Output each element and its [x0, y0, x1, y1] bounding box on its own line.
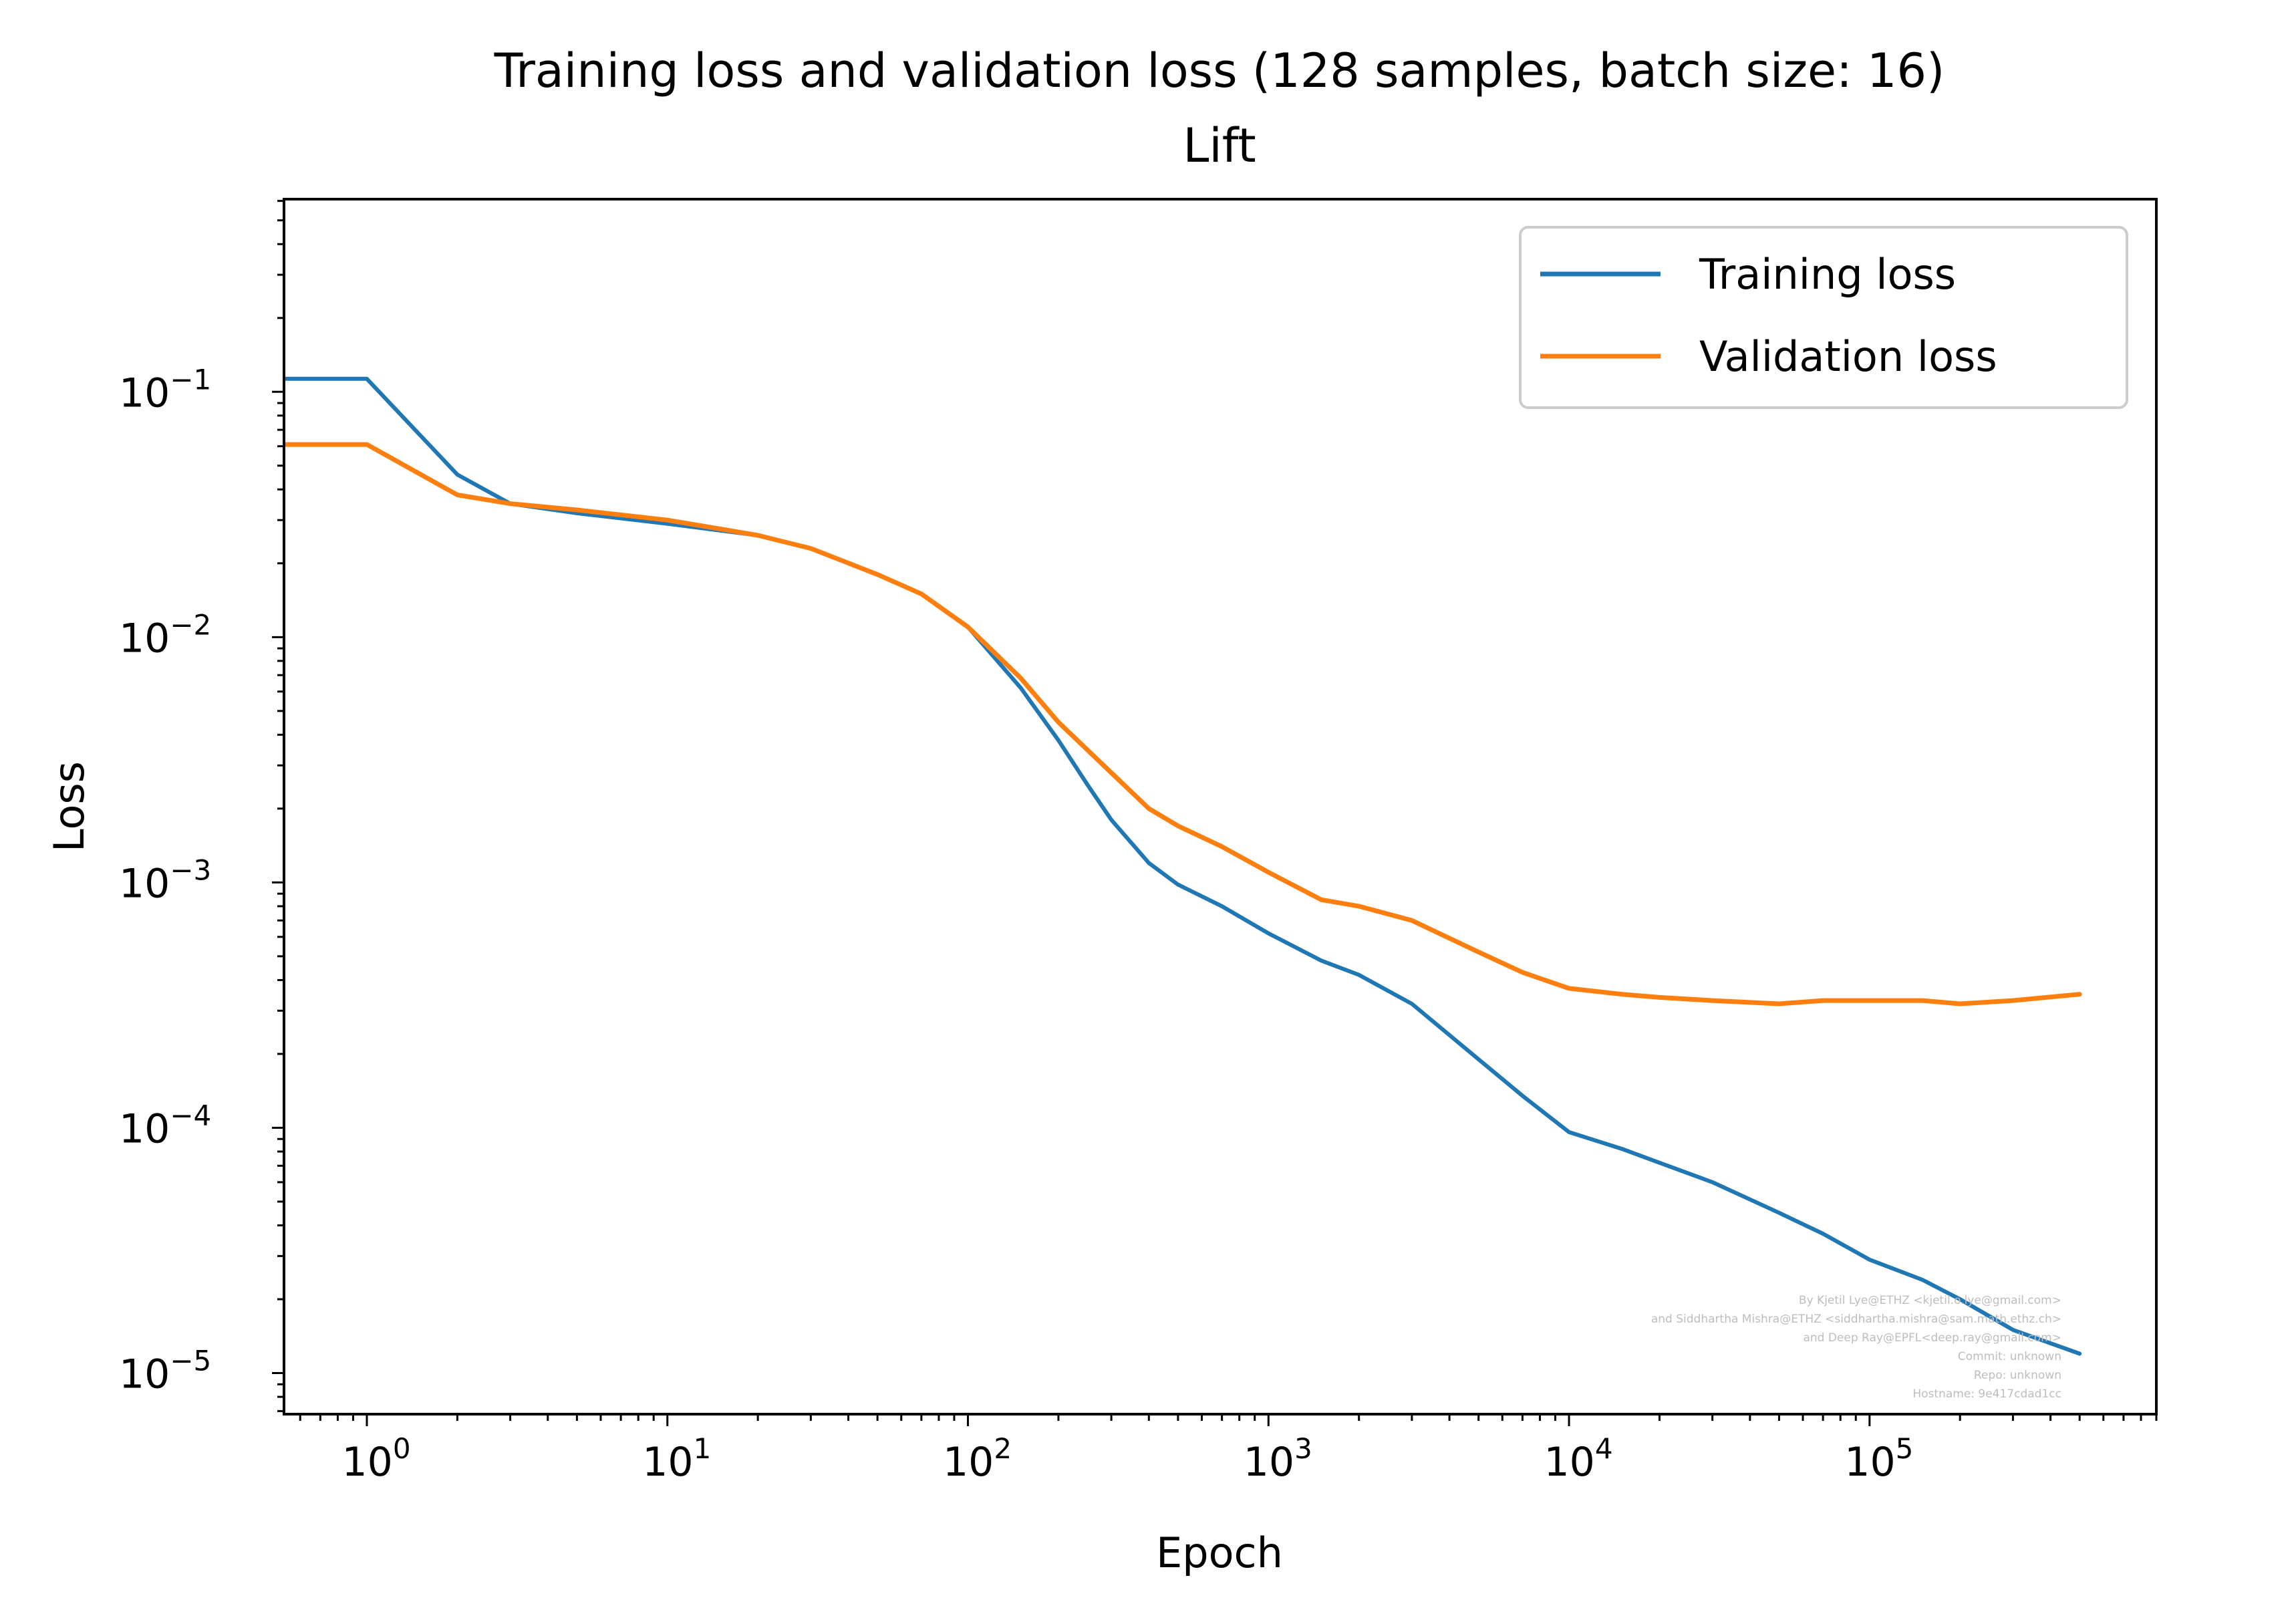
plot-area: By Kjetil Lye@ETHZ <kjetil.o.lye@gmail.c…	[119, 198, 2158, 1486]
plot-frame	[283, 198, 2158, 1415]
chart-subtitle: Lift	[1183, 118, 1256, 173]
footer-line: By Kjetil Lye@ETHZ <kjetil.o.lye@gmail.c…	[1799, 1294, 2061, 1307]
x-tick-label: 100	[341, 1432, 410, 1486]
x-tick-label: 105	[1844, 1432, 1913, 1486]
y-tick-label: 10−1	[119, 363, 211, 416]
y-tick-label: 10−3	[119, 853, 211, 907]
axis-ticks: 100 101 102 103 104 105 10−1 10−2 10−3 10−4 10−5	[119, 200, 2158, 1486]
footer-line: and Siddhartha Mishra@ETHZ <siddhartha.m…	[1651, 1313, 2061, 1326]
footer-line: Repo: unknown	[1974, 1369, 2061, 1382]
footer-annotation: By Kjetil Lye@ETHZ <kjetil.o.lye@gmail.c…	[1651, 1294, 2061, 1401]
y-tick-label: 10−2	[119, 608, 211, 662]
x-axis-label: Epoch	[1156, 1528, 1283, 1577]
footer-line: Hostname: 9e417cdad1cc	[1912, 1387, 2061, 1401]
chart-title: Training loss and validation loss (128 s…	[494, 43, 1945, 98]
y-tick-label: 10−4	[119, 1099, 211, 1152]
series-line-validation	[284, 442, 2082, 1006]
x-tick-label: 101	[642, 1432, 711, 1486]
x-tick-label: 102	[943, 1432, 1012, 1486]
x-tick-label: 103	[1244, 1432, 1312, 1486]
y-axis-label: Loss	[45, 761, 94, 852]
legend-label-validation: Validation loss	[1699, 332, 1997, 381]
x-tick-label: 104	[1544, 1432, 1613, 1486]
y-tick-label: 10−5	[119, 1345, 211, 1398]
series-layer	[284, 376, 2082, 1356]
footer-line: and Deep Ray@EPFL<deep.ray@gmail.com>	[1803, 1331, 2061, 1345]
legend: Training loss Validation loss	[1519, 226, 2128, 409]
footer-line: Commit: unknown	[1958, 1350, 2061, 1363]
legend-box	[1519, 226, 2128, 409]
legend-label-training: Training loss	[1699, 250, 1956, 299]
